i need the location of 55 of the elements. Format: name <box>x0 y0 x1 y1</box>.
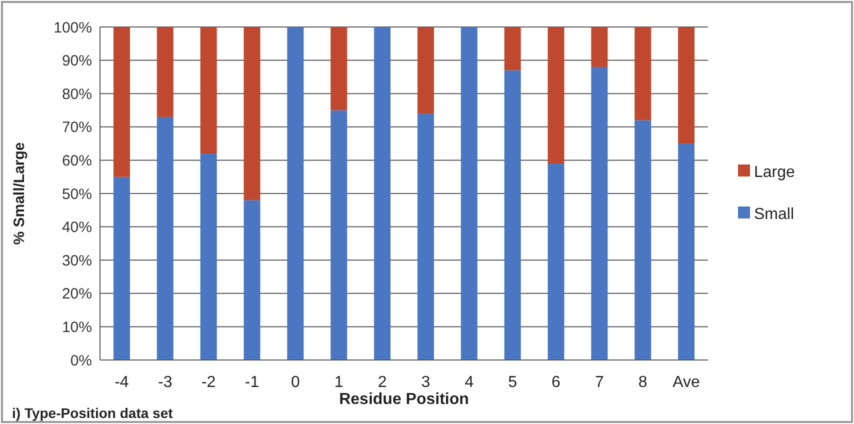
bar <box>548 27 564 164</box>
bar <box>330 110 348 360</box>
x-tick-label: 2 <box>378 374 387 391</box>
bar <box>374 27 391 360</box>
x-tick-label: 3 <box>421 374 430 391</box>
text: i) Type-Position data set <box>12 405 174 421</box>
bar <box>504 27 521 70</box>
bar <box>113 176 130 360</box>
x-tick-label: Ave <box>672 374 700 391</box>
y-tick-label: 50% <box>62 186 92 203</box>
bar <box>330 27 348 110</box>
x-tick-label: -4 <box>114 374 129 391</box>
y-tick-label: 20% <box>62 286 92 303</box>
bar <box>634 27 652 120</box>
y-tick-label: 30% <box>62 252 92 270</box>
bar <box>634 120 652 360</box>
x-axis-title: Residue Position <box>339 391 469 408</box>
bar <box>591 66 608 360</box>
y-tick-label: 70% <box>62 119 92 136</box>
bar <box>678 27 695 144</box>
bar <box>591 27 608 67</box>
y-tick-label: 80% <box>62 86 92 103</box>
bar <box>156 27 174 117</box>
bar <box>504 70 521 360</box>
y-tick-label: 10% <box>62 318 92 336</box>
y-tick-label: 100% <box>54 19 92 36</box>
x-tick-label: 6 <box>552 374 561 391</box>
y-axis-title: % Small/Large <box>11 142 28 245</box>
bar <box>113 27 130 177</box>
y-tick-label: 90% <box>62 52 92 70</box>
bar <box>417 27 434 114</box>
x-tick-label: 7 <box>594 374 604 391</box>
legend-label: Small <box>754 206 794 224</box>
y-tick-label: 60% <box>62 152 92 170</box>
bar <box>244 200 260 360</box>
x-tick-label: 0 <box>290 374 300 391</box>
x-tick-label: 1 <box>334 374 344 391</box>
x-tick-label: 8 <box>638 374 648 391</box>
bar <box>200 154 217 360</box>
x-tick-label: 5 <box>508 374 518 391</box>
x-tick-label: -3 <box>158 374 172 391</box>
bar <box>460 27 478 360</box>
legend-label: Large <box>754 164 796 182</box>
x-tick-label: -1 <box>244 374 260 391</box>
bar <box>244 27 260 200</box>
bar <box>417 114 434 360</box>
bar <box>548 164 564 360</box>
x-tick-label: -2 <box>201 374 216 391</box>
y-tick-label: 0% <box>70 352 92 370</box>
y-tick-label: 40% <box>62 219 92 236</box>
bar <box>678 144 695 360</box>
bar <box>156 116 174 360</box>
bar <box>287 27 304 360</box>
x-tick-label: 4 <box>464 374 474 391</box>
bar <box>200 27 217 154</box>
